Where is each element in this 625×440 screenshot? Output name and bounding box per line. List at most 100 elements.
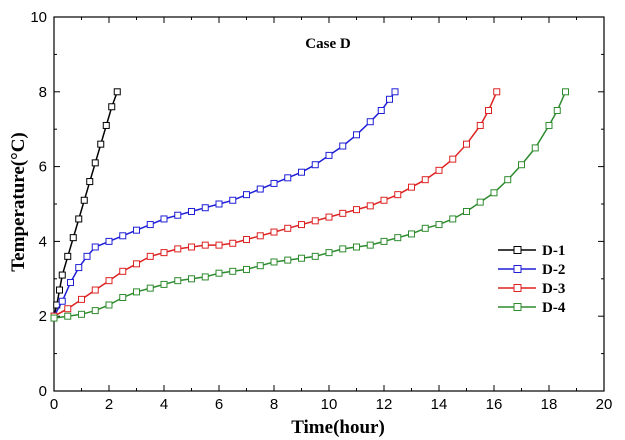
data-point-D-2 (339, 142, 347, 150)
data-point-D-3 (243, 236, 250, 244)
data-point-D-4 (298, 254, 305, 262)
data-point-D-3 (91, 286, 99, 294)
data-point-D-2 (243, 191, 250, 199)
series-line-D-4 (53, 91, 567, 319)
data-point-D-2 (174, 211, 182, 219)
x-axis-title: Time(hour) (291, 417, 385, 438)
legend-label-D-2: D-2 (542, 262, 565, 278)
data-point-D-3 (64, 305, 72, 313)
data-point-D-4 (421, 224, 429, 232)
data-point-D-4 (490, 189, 498, 197)
data-point-D-4 (119, 294, 127, 301)
data-point-D-4 (229, 267, 237, 275)
data-point-D-3 (188, 243, 195, 251)
data-point-D-4 (174, 277, 182, 285)
data-point-D-4 (50, 314, 58, 322)
legend-label-D-4: D-4 (542, 300, 566, 316)
data-point-D-1 (64, 252, 72, 260)
data-point-D-4 (562, 88, 569, 96)
data-point-D-1 (91, 159, 99, 167)
data-point-D-1 (97, 140, 105, 148)
data-point-D-2 (270, 179, 278, 187)
data-point-D-4 (553, 107, 561, 114)
data-point-D-3 (119, 267, 127, 275)
data-point-D-3 (449, 155, 457, 163)
data-point-D-4 (146, 284, 154, 292)
data-point-D-3 (353, 206, 360, 214)
data-point-D-2 (67, 279, 74, 287)
data-point-D-4 (531, 144, 539, 152)
data-point-D-2 (386, 95, 393, 103)
data-point-D-2 (366, 118, 374, 126)
data-point-D-2 (391, 88, 399, 96)
data-point-D-4 (284, 256, 292, 264)
data-point-D-1 (75, 215, 83, 223)
data-point-D-4 (394, 234, 402, 242)
data-point-D-4 (353, 243, 360, 251)
data-point-D-4 (270, 258, 278, 266)
x-tick-label: 6 (215, 396, 223, 413)
data-point-D-3 (215, 241, 223, 249)
x-tick-label: 14 (431, 396, 448, 413)
data-point-D-1 (56, 286, 63, 294)
legend-marker-D-4 (513, 303, 522, 311)
data-point-D-2 (119, 232, 127, 240)
data-point-D-4 (463, 207, 470, 215)
series-line-D-3 (53, 91, 498, 317)
data-point-D-4 (504, 176, 512, 184)
data-point-D-4 (105, 301, 113, 309)
x-tick-label: 0 (50, 396, 58, 413)
data-point-D-3 (298, 221, 305, 229)
data-point-D-3 (476, 121, 484, 129)
data-point-D-2 (377, 107, 385, 114)
data-point-D-4 (64, 312, 72, 320)
data-point-D-4 (518, 161, 525, 169)
data-point-D-3 (394, 191, 402, 199)
data-point-D-4 (188, 275, 195, 283)
data-point-D-3 (408, 183, 415, 191)
legend-marker-D-2 (513, 265, 522, 273)
data-point-D-4 (215, 269, 223, 277)
y-tick-label: 8 (39, 84, 47, 101)
data-point-D-1 (108, 103, 116, 111)
data-point-D-3 (325, 213, 333, 221)
y-tick-label: 6 (39, 159, 47, 176)
legend-marker-D-3 (513, 284, 522, 292)
data-point-D-3 (270, 228, 278, 236)
data-point-D-1 (86, 178, 94, 186)
data-point-D-3 (366, 202, 374, 210)
data-point-D-3 (174, 245, 182, 253)
data-point-D-3 (311, 217, 319, 225)
data-point-D-2 (256, 185, 264, 193)
data-point-D-4 (133, 288, 140, 296)
data-point-D-3 (133, 260, 140, 268)
data-point-D-2 (229, 196, 237, 204)
data-point-D-2 (91, 243, 99, 251)
data-point-D-4 (380, 237, 388, 245)
legend-marker-D-1 (513, 246, 522, 254)
x-tick-label: 20 (596, 396, 613, 413)
x-tick-label: 10 (321, 396, 338, 413)
data-point-D-4 (366, 241, 374, 249)
data-point-D-4 (91, 307, 99, 315)
data-point-D-4 (476, 198, 484, 206)
data-point-D-2 (215, 200, 223, 208)
data-point-D-4 (160, 280, 168, 288)
data-point-D-4 (78, 310, 85, 318)
data-point-D-4 (435, 221, 443, 229)
data-point-D-1 (69, 234, 77, 242)
data-point-D-1 (102, 121, 110, 129)
x-tick-label: 8 (270, 396, 278, 413)
data-point-D-1 (80, 196, 88, 204)
data-point-D-4 (311, 252, 319, 260)
data-point-D-4 (243, 265, 250, 273)
y-tick-label: 2 (39, 308, 47, 325)
data-point-D-3 (435, 166, 443, 174)
legend-label-D-3: D-3 (542, 281, 565, 297)
x-tick-label: 16 (486, 396, 503, 413)
data-point-D-1 (113, 88, 121, 96)
data-point-D-2 (353, 131, 360, 139)
data-point-D-3 (160, 249, 168, 257)
